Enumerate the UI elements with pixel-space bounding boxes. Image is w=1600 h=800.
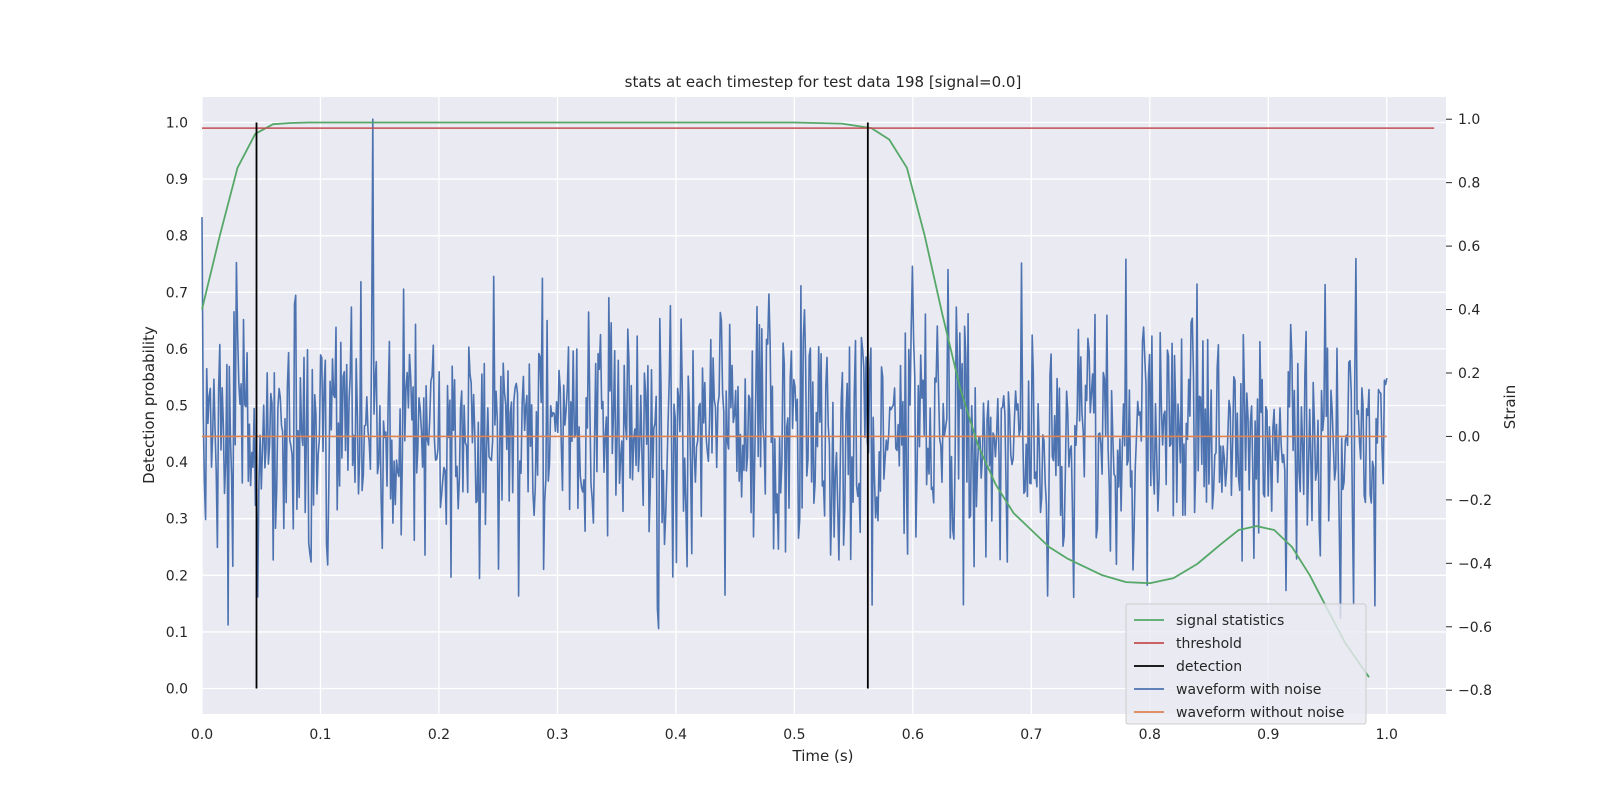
legend: signal statistics threshold detection wavef… [1125, 603, 1367, 725]
legend-label: waveform without noise [1176, 705, 1344, 721]
x-tick-label: 0.8 [1139, 727, 1161, 743]
left-y-tick-label: 0.9 [166, 172, 188, 188]
x-tick-label: 0.5 [783, 727, 805, 743]
series-waveform-with-noise [201, 118, 1388, 630]
left-y-tick-label: 0.3 [166, 512, 188, 528]
left-y-axis-label: Detection probability [140, 326, 158, 484]
chart-title: stats at each timestep for test data 198… [625, 73, 1022, 91]
left-y-tick-label: 0.7 [166, 285, 188, 301]
legend-box [1125, 603, 1367, 725]
right-y-tick-label: −0.2 [1458, 493, 1492, 509]
left-y-tick-label: 0.0 [166, 682, 188, 698]
x-tick-label: 0.0 [191, 727, 213, 743]
right-y-tick-label: 0.8 [1458, 176, 1480, 192]
x-tick-label: 0.2 [428, 727, 450, 743]
legend-label: signal statistics [1176, 613, 1284, 629]
left-y-tick-label: 1.0 [166, 115, 188, 131]
x-tick-label: 0.1 [309, 727, 331, 743]
right-y-axis-label: Strain [1501, 385, 1519, 429]
legend-label: threshold [1176, 636, 1242, 652]
x-axis-label: Time (s) [792, 747, 854, 765]
x-tick-label: 0.6 [902, 727, 924, 743]
x-tick-label: 0.7 [1020, 727, 1042, 743]
right-y-tick-labels: −0.8 −0.6 −0.4 −0.2 0.0 0.2 0.4 0.6 0.8 1.0 [1446, 112, 1492, 699]
left-y-tick-label: 0.4 [166, 455, 188, 471]
x-tick-label: 1.0 [1376, 727, 1398, 743]
right-y-tick-label: 0.2 [1458, 366, 1480, 382]
series-layer [201, 118, 1435, 689]
left-y-tick-label: 0.8 [166, 229, 188, 245]
left-y-tick-label: 0.2 [166, 568, 188, 584]
legend-label: waveform with noise [1176, 682, 1321, 698]
right-y-tick-label: −0.8 [1458, 683, 1492, 699]
x-tick-label: 0.4 [665, 727, 687, 743]
left-y-tick-label: 0.5 [166, 399, 188, 415]
left-y-tick-label: 0.1 [166, 625, 188, 641]
right-y-tick-label: 0.6 [1458, 239, 1480, 255]
right-y-tick-label: 0.4 [1458, 303, 1480, 319]
right-y-tick-label: −0.6 [1458, 620, 1492, 636]
legend-label: detection [1176, 659, 1242, 675]
x-tick-label: 0.9 [1257, 727, 1279, 743]
series-signal-statistics [201, 121, 1370, 678]
x-tick-labels: 0.0 0.1 0.2 0.3 0.4 0.5 0.6 0.7 0.8 0.9 1.0 [191, 727, 1398, 743]
left-y-tick-label: 0.6 [166, 342, 188, 358]
right-y-tick-label: 0.0 [1458, 429, 1480, 445]
x-tick-label: 0.3 [546, 727, 568, 743]
right-y-tick-label: −0.4 [1458, 556, 1492, 572]
right-y-tick-label: 1.0 [1458, 112, 1480, 128]
left-y-tick-labels: 0.0 0.1 0.2 0.3 0.4 0.5 0.6 0.7 0.8 0.9 1.0 [166, 115, 188, 697]
